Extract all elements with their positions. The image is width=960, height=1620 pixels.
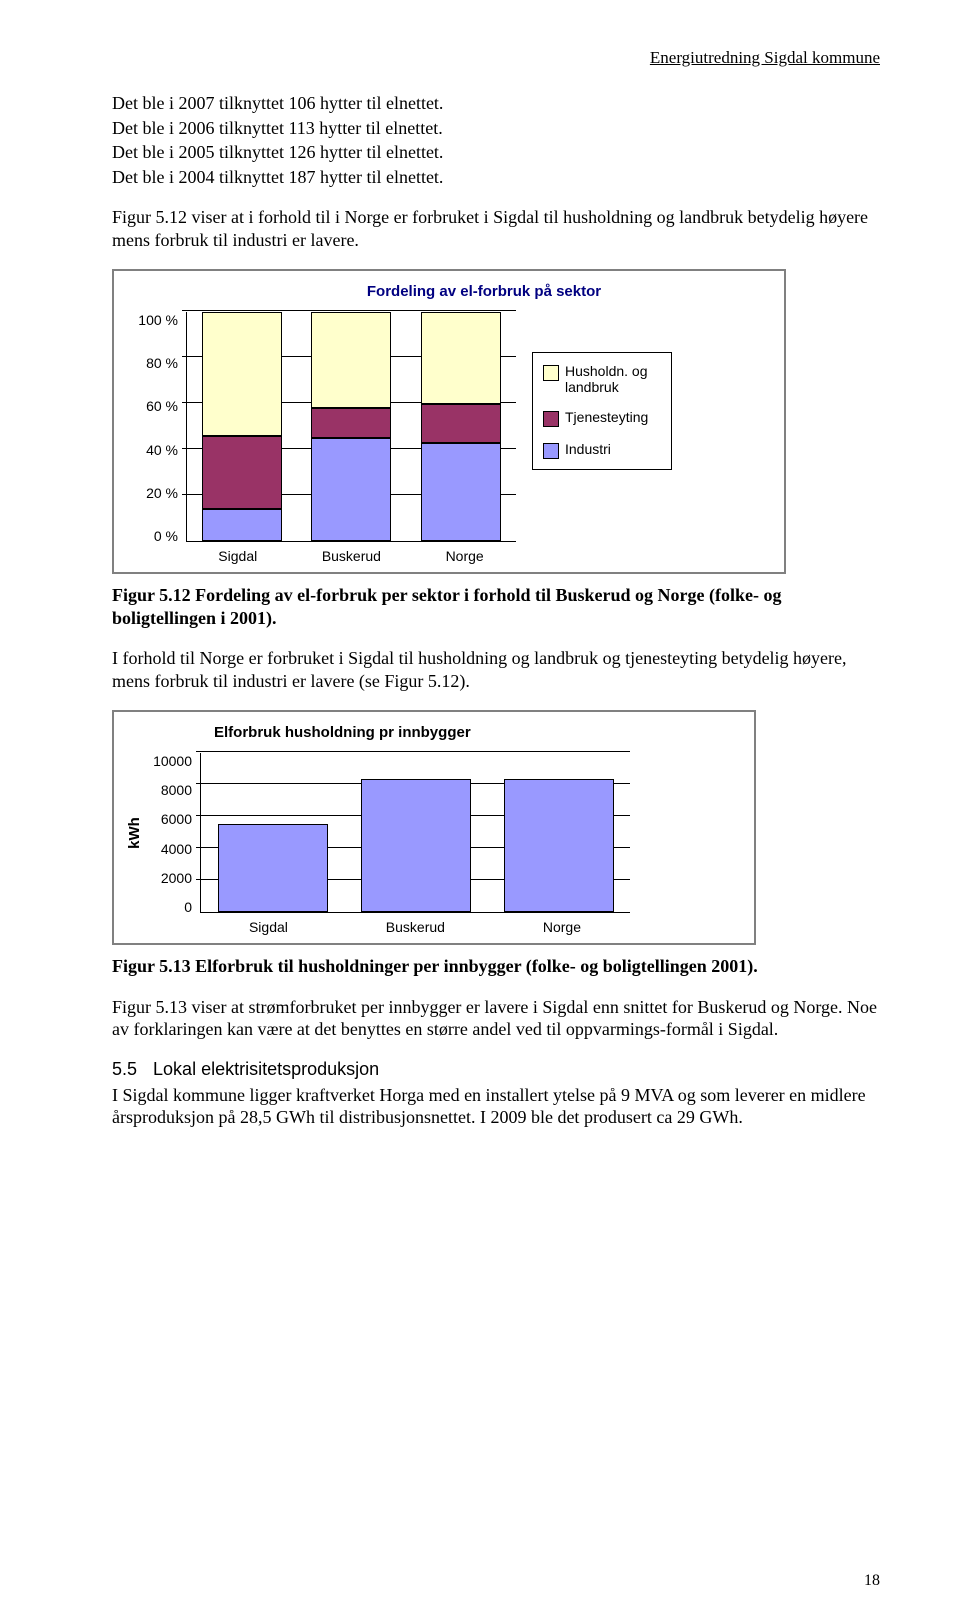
chart-1-legend: Husholdn. og landbruk Tjenesteyting Indu… [532, 352, 672, 470]
stacked-bar-buskerud [311, 312, 391, 541]
chart-1-plot-wrapper: Sigdal Buskerud Norge [186, 312, 516, 564]
section-heading: 5.5 Lokal elektrisitetsproduksjon [112, 1059, 880, 1080]
paragraph-1: Figur 5.12 viser at i forhold til i Norg… [112, 206, 880, 251]
chart-1-plot [186, 312, 516, 542]
caption-2: Figur 5.13 Elforbruk til husholdninger p… [112, 955, 880, 978]
ytick2-0: 0 [144, 899, 192, 915]
x-label-buskerud: Buskerud [322, 548, 381, 564]
chart-1-x-labels: Sigdal Buskerud Norge [186, 542, 516, 564]
legend-industri: Industri [543, 441, 661, 459]
bar-buskerud [361, 779, 471, 912]
running-header: Energiutredning Sigdal kommune [112, 48, 880, 68]
page: Energiutredning Sigdal kommune Det ble i… [0, 0, 960, 1620]
legend-industri-label: Industri [565, 441, 611, 457]
chart-2-title: Elforbruk husholdning pr innbygger [124, 724, 744, 741]
legend-tjeneste-label: Tjenesteyting [565, 409, 648, 425]
legend-tjeneste: Tjenesteyting [543, 409, 661, 427]
chart-1-container: Fordeling av el-forbruk på sektor 100 % … [112, 269, 786, 574]
swatch-tjeneste [543, 411, 559, 427]
ytick-60: 60 % [124, 398, 178, 414]
ytick-80: 80 % [124, 355, 178, 371]
chart-1-body: 100 % 80 % 60 % 40 % 20 % 0 % Sigdal Busk… [124, 312, 774, 564]
page-number: 18 [864, 1572, 880, 1590]
chart-2-plot-wrapper: Sigdal Buskerud Norge [200, 753, 630, 935]
intro-line-4: Det ble i 2004 tilknyttet 187 hytter til… [112, 166, 880, 189]
ytick-20: 20 % [124, 485, 178, 501]
x-label2-sigdal: Sigdal [249, 919, 288, 935]
ytick-40: 40 % [124, 442, 178, 458]
intro-line-1: Det ble i 2007 tilknyttet 106 hytter til… [112, 92, 880, 115]
section-number: 5.5 [112, 1059, 137, 1080]
swatch-husholdn [543, 365, 559, 381]
caption-1: Figur 5.12 Fordeling av el-forbruk per s… [112, 584, 880, 629]
legend-husholdn-label: Husholdn. og landbruk [565, 363, 661, 395]
caption-2-bold: Figur 5.13 Elforbruk til husholdninger p… [112, 956, 758, 976]
paragraph-3: Figur 5.13 viser at strømforbruket per i… [112, 996, 880, 1041]
swatch-industri [543, 443, 559, 459]
chart-1-title: Fordeling av el-forbruk på sektor [124, 283, 774, 300]
intro-line-2: Det ble i 2006 tilknyttet 113 hytter til… [112, 117, 880, 140]
legend-husholdn: Husholdn. og landbruk [543, 363, 661, 395]
x-label-norge: Norge [446, 548, 484, 564]
ytick2-10000: 10000 [144, 753, 192, 769]
chart-2-y-title: kWh [54, 823, 214, 843]
chart-2-body: kWh 10000 8000 6000 4000 2000 0 SigdalBu… [124, 753, 744, 935]
stacked-bar-norge [421, 312, 501, 541]
caption-1-bold: Figur 5.12 Fordeling av el-forbruk per s… [112, 585, 781, 628]
bar-norge [504, 779, 614, 912]
x-label2-buskerud: Buskerud [386, 919, 445, 935]
chart-1-y-axis: 100 % 80 % 60 % 40 % 20 % 0 % [124, 312, 186, 544]
x-label-sigdal: Sigdal [218, 548, 257, 564]
chart-2-x-labels: Sigdal Buskerud Norge [200, 913, 630, 935]
x-label2-norge: Norge [543, 919, 581, 935]
ytick2-2000: 2000 [144, 870, 192, 886]
stacked-bar-sigdal [202, 312, 282, 541]
ytick-0: 0 % [124, 528, 178, 544]
chart-2-container: Elforbruk husholdning pr innbygger kWh 1… [112, 710, 756, 945]
chart-2-plot [200, 753, 630, 913]
paragraph-4: I Sigdal kommune ligger kraftverket Horg… [112, 1084, 880, 1129]
bar-sigdal [218, 824, 328, 912]
ytick-100: 100 % [124, 312, 178, 328]
intro-line-3: Det ble i 2005 tilknyttet 126 hytter til… [112, 141, 880, 164]
ytick2-8000: 8000 [144, 782, 192, 798]
paragraph-2: I forhold til Norge er forbruket i Sigda… [112, 647, 880, 692]
section-title: Lokal elektrisitetsproduksjon [153, 1059, 379, 1079]
